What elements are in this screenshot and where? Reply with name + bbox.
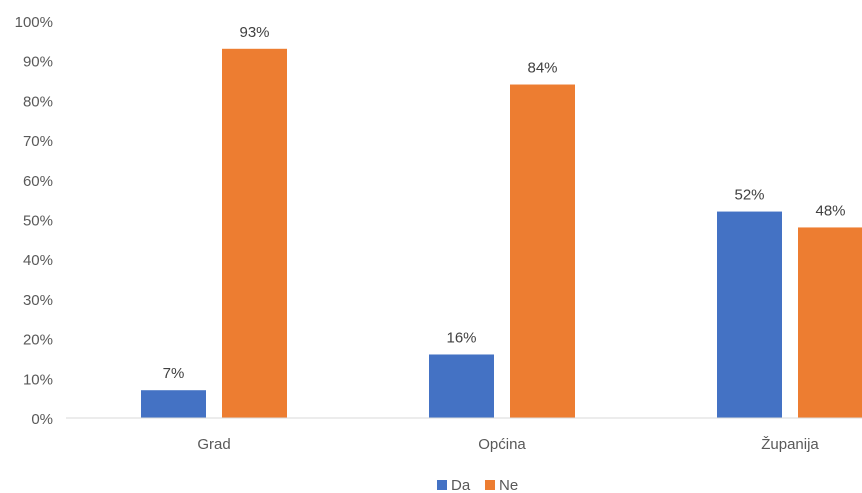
y-tick-label: 30% [23,292,53,309]
x-tick-label: Općina [478,436,526,453]
legend-label: Ne [499,477,518,493]
y-tick-label: 70% [23,133,53,150]
x-tick-label: Grad [197,436,230,453]
bar-da-3 [717,211,782,418]
bar-ne-1 [222,48,287,418]
bar-ne-3 [798,227,862,418]
y-tick-label: 60% [23,173,53,190]
data-label: 93% [239,24,269,41]
plot-area: 7% 93% 16% 84% 52% 48% [141,24,862,419]
data-label: 52% [734,187,764,204]
bar-da-2 [429,354,494,418]
data-label: 16% [446,329,476,346]
data-label: 7% [163,365,185,382]
y-tick-label: 20% [23,332,53,349]
y-tick-label: 90% [23,54,53,71]
y-axis: 0% 10% 20% 30% 40% 50% 60% 70% 80% 90% 100% [15,14,53,428]
data-label: 84% [527,60,557,77]
data-label: 48% [815,202,845,219]
legend-swatch-ne [485,480,495,490]
legend-label: Da [451,477,471,493]
y-tick-label: 80% [23,93,53,110]
x-tick-label: Županija [761,436,819,453]
bar-da-1 [141,390,206,418]
bar-ne-2 [510,84,575,419]
y-tick-label: 100% [15,14,53,31]
legend: Da Ne [437,477,518,493]
y-tick-label: 40% [23,252,53,269]
x-axis: Grad Općina Županija [66,417,862,453]
y-tick-label: 0% [31,411,53,428]
legend-swatch-da [437,480,447,490]
y-tick-label: 50% [23,213,53,230]
y-tick-label: 10% [23,371,53,388]
